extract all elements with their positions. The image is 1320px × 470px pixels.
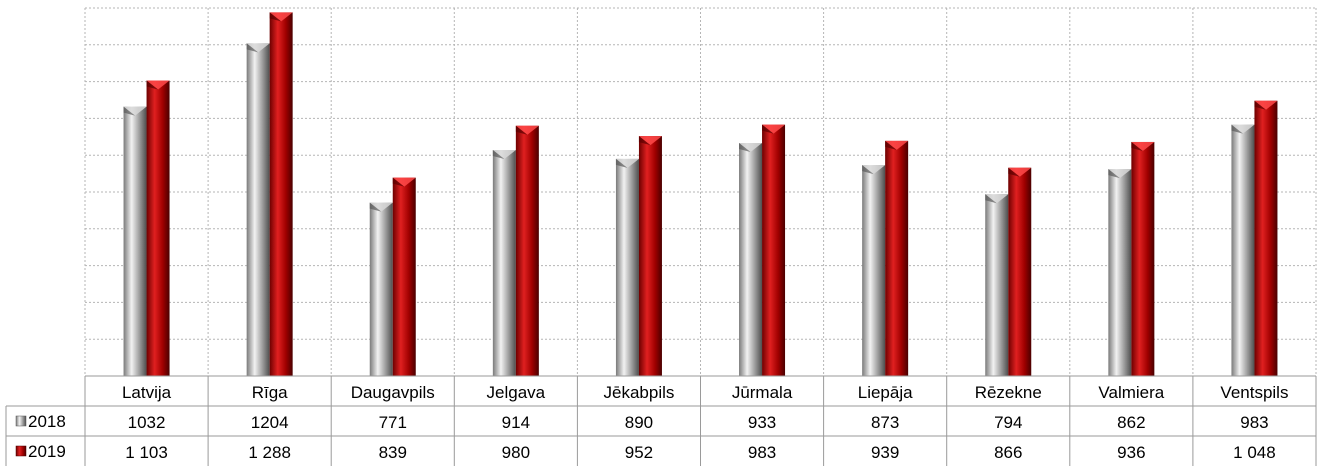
bar-2018-Jēkabpils — [615, 158, 639, 376]
legend-key-2018 — [15, 415, 27, 427]
bar-2018-Liepāja — [862, 165, 886, 376]
bar-cap-shade-2019-Jelgava — [515, 125, 528, 135]
bar-2019-Valmiera — [1131, 141, 1155, 376]
table-cell-2018: 933 — [748, 413, 776, 432]
bar-cap-shade-2019-Valmiera — [1131, 141, 1143, 151]
bar-2018-Valmiera — [1108, 169, 1132, 376]
bar-cap-shade-2018-Jēkabpils — [615, 158, 628, 168]
bar-2018-Rīga — [246, 43, 270, 376]
bar-cap-shade-2018-Rēzekne — [985, 194, 997, 204]
category-label: Jelgava — [487, 383, 546, 402]
table-cell-2019: 839 — [379, 443, 407, 462]
bar-cap-shade-2018-Ventspils — [1231, 124, 1243, 134]
bar-cap-shade-2019-Jēkabpils — [638, 136, 651, 146]
bar-cap-2018-Rīga — [246, 43, 270, 53]
bar-cap-shade-2018-Jūrmala — [739, 143, 751, 153]
bar-2019-Ventspils — [1254, 100, 1278, 377]
bar-cap-shade-2019-Jūrmala — [762, 124, 774, 134]
bar-cap-2018-Rēzekne — [985, 194, 1009, 204]
bar-cap-2018-Jēkabpils — [615, 158, 639, 168]
bar-cap-shade-2018-Rīga — [246, 43, 259, 53]
bar-cap-shade-2019-Daugavpils — [392, 177, 405, 187]
bar-cap-2018-Daugavpils — [369, 202, 393, 212]
category-label: Daugavpils — [351, 383, 435, 402]
bar-2019-Jēkabpils — [638, 136, 662, 376]
table-cell-2018: 794 — [994, 413, 1022, 432]
table-cell-2018: 890 — [625, 413, 653, 432]
category-label: Valmiera — [1098, 383, 1164, 402]
bar-cap-shade-2019-Rēzekne — [1008, 167, 1020, 177]
table-cell-2018: 983 — [1240, 413, 1268, 432]
bar-2018-Daugavpils — [369, 202, 393, 376]
bar-cap-2018-Latvija — [123, 106, 147, 116]
bar-cap-2019-Rīga — [269, 12, 293, 22]
bar-cap-2019-Daugavpils — [392, 177, 416, 187]
bar-cap-2019-Valmiera — [1131, 141, 1155, 151]
table-cell-2019: 936 — [1117, 443, 1145, 462]
legend-label-2018: 2018 — [28, 412, 66, 431]
bar-2019-Rīga — [269, 12, 293, 376]
bar-cap-shade-2018-Liepāja — [862, 165, 874, 175]
bar-cap-2019-Ventspils — [1254, 100, 1278, 110]
table-cell-2019: 980 — [502, 443, 530, 462]
table-cell-2018: 1204 — [251, 413, 289, 432]
bar-cap-2018-Liepāja — [862, 165, 886, 175]
table-cell-2018: 1032 — [128, 413, 166, 432]
bar-2019-Jūrmala — [762, 124, 786, 376]
bars — [123, 12, 1278, 377]
bar-cap-2018-Jelgava — [492, 150, 516, 160]
bar-cap-shade-2019-Latvija — [146, 80, 159, 90]
bar-2018-Ventspils — [1231, 124, 1255, 376]
table-cell-2019: 952 — [625, 443, 653, 462]
category-label: Ventspils — [1220, 383, 1288, 402]
bar-cap-shade-2019-Rīga — [269, 12, 282, 22]
table-cell-2019: 1 048 — [1233, 443, 1276, 462]
category-label: Rēzekne — [975, 383, 1042, 402]
bar-cap-2019-Jelgava — [515, 125, 539, 135]
bar-2018-Rēzekne — [985, 194, 1009, 376]
category-label: Liepāja — [858, 383, 913, 402]
bar-cap-shade-2018-Jelgava — [492, 150, 505, 160]
bar-2018-Jūrmala — [739, 143, 763, 376]
table-cell-2018: 914 — [502, 413, 530, 432]
category-label: Rīga — [252, 383, 288, 402]
table-cell-2019: 866 — [994, 443, 1022, 462]
table-cell-2019: 939 — [871, 443, 899, 462]
table-cell-2018: 873 — [871, 413, 899, 432]
bar-2018-Jelgava — [492, 150, 516, 376]
legend-label-2019: 2019 — [28, 442, 66, 461]
bar-cap-2019-Liepāja — [885, 140, 909, 150]
bar-2018-Latvija — [123, 106, 147, 377]
category-label: Jūrmala — [732, 383, 793, 402]
bar-cap-2018-Jūrmala — [739, 143, 763, 153]
bar-cap-2018-Valmiera — [1108, 169, 1132, 179]
category-label: Jēkabpils — [604, 383, 675, 402]
legend-key-2019 — [15, 445, 27, 457]
bar-2019-Liepāja — [885, 140, 909, 376]
bar-cap-shade-2019-Ventspils — [1254, 100, 1266, 110]
bar-cap-2019-Latvija — [146, 80, 170, 90]
bar-cap-2019-Jūrmala — [762, 124, 786, 134]
table-cell-2019: 1 103 — [125, 443, 168, 462]
bar-2019-Daugavpils — [392, 177, 416, 376]
bar-cap-2019-Jēkabpils — [638, 136, 662, 146]
bar-cap-shade-2018-Valmiera — [1108, 169, 1120, 179]
bar-cap-shade-2018-Daugavpils — [369, 202, 382, 212]
bar-cap-shade-2019-Liepāja — [885, 140, 897, 150]
bar-2019-Jelgava — [515, 125, 539, 376]
bar-2019-Rēzekne — [1008, 167, 1032, 376]
table-cell-2019: 1 288 — [248, 443, 291, 462]
table-cell-2019: 983 — [748, 443, 776, 462]
bar-cap-2018-Ventspils — [1231, 124, 1255, 134]
bar-cap-2019-Rēzekne — [1008, 167, 1032, 177]
table-cell-2018: 771 — [379, 413, 407, 432]
data-table: Latvija Rīga Daugavpils Jelgava Jēkabpils Jūr… — [5, 375, 1317, 466]
table-cell-2018: 862 — [1117, 413, 1145, 432]
bar-cap-shade-2018-Latvija — [123, 106, 136, 116]
category-label: Latvija — [122, 383, 172, 402]
bar-2019-Latvija — [146, 80, 170, 376]
